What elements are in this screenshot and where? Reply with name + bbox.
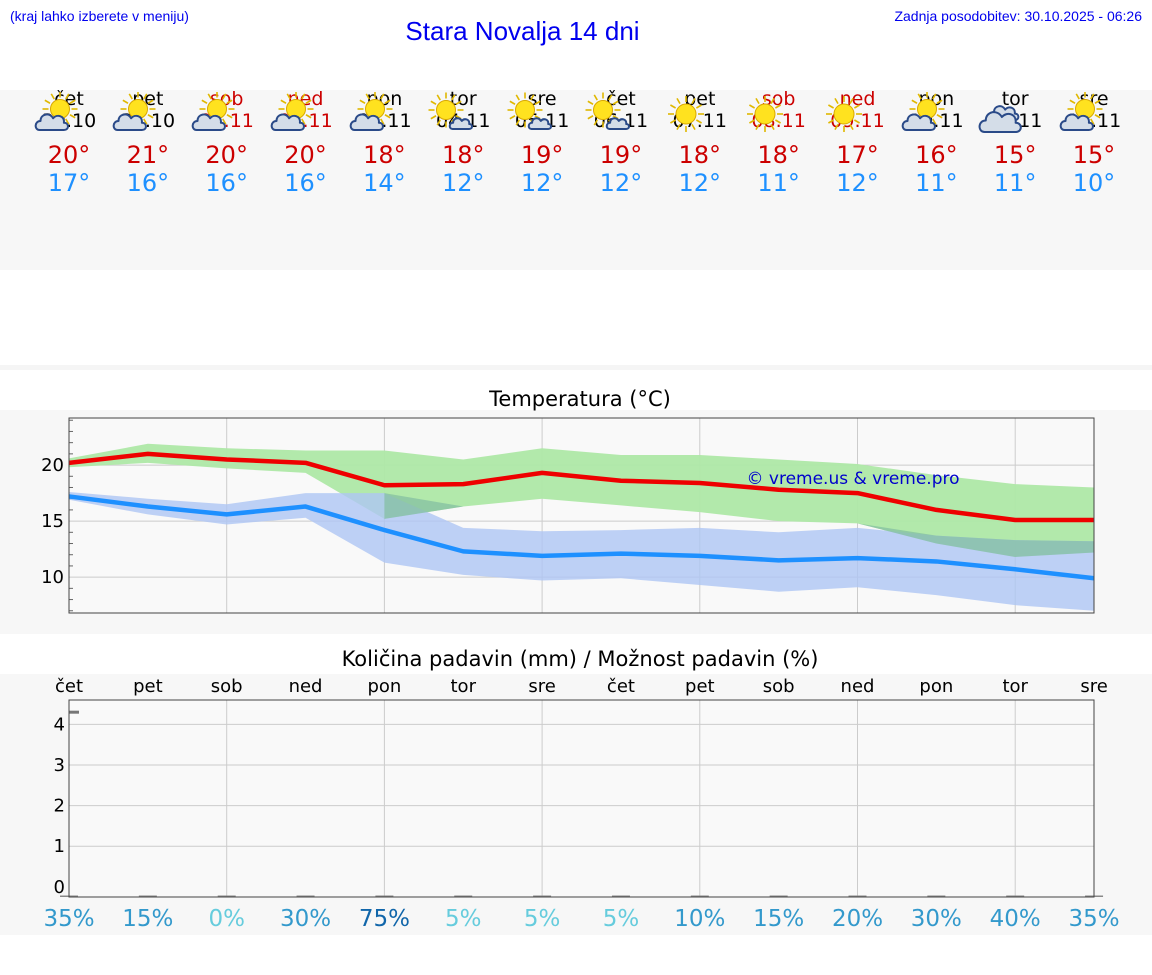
max-temperature: 15°: [993, 141, 1037, 169]
temperature-chart-title: Temperatura (°C): [489, 387, 671, 411]
min-temperature: 11°: [915, 169, 958, 197]
min-temperature: 16°: [126, 169, 170, 197]
sun-small-cloud-icon: [428, 92, 473, 130]
daily-forecast-strip: [0, 90, 1152, 270]
sun-cloud-icon: [349, 92, 393, 131]
day-column: čet06.1119°12°: [581, 88, 660, 197]
day-column: sob 01.11 20° 16°: [187, 88, 266, 197]
min-temperature: 12°: [441, 169, 485, 197]
max-temperature: 21°: [126, 141, 170, 169]
max-temperature: 18°: [441, 141, 485, 169]
max-temperature: 18°: [678, 141, 722, 169]
max-temperature: 16°: [915, 141, 958, 169]
day-name: tor: [1001, 88, 1029, 110]
min-temperature: 16°: [284, 169, 327, 197]
day-column: sre05.1119°12°: [503, 88, 582, 197]
precipitation-chart-title: Količina padavin (mm) / Možnost padavin …: [341, 647, 819, 671]
day-column: sre 12.11 15° 10°: [1055, 88, 1134, 197]
sun-cloud-icon: [113, 92, 156, 131]
day-column: pon 10.11 16° 11°: [897, 88, 976, 197]
last-updated: Zadnja posodobitev: 30.10.2025 - 06:26: [894, 8, 1142, 24]
sun-cloud-icon: [270, 92, 314, 131]
location-menu-hint[interactable]: (kraj lahko izberete v meniju): [10, 8, 189, 24]
sun-cloud-icon: [1059, 92, 1103, 131]
divider: [0, 365, 1152, 370]
max-temperature: 15°: [1072, 141, 1116, 169]
min-temperature: 10°: [1072, 169, 1116, 197]
min-temperature: 14°: [363, 169, 406, 197]
day-column: pon 03.11 18° 14°: [345, 88, 424, 197]
max-temperature: 19°: [520, 141, 564, 169]
sun-small-cloud-icon: [507, 92, 552, 130]
sun-cloud-icon: [191, 92, 235, 131]
day-column: pet 31.10 21° 16°: [108, 88, 187, 197]
max-temperature: 17°: [836, 141, 879, 169]
min-temperature: 12°: [599, 169, 643, 197]
page-title: Stara Novalja 14 dni: [405, 16, 640, 46]
min-temperature: 12°: [520, 169, 564, 197]
day-name: sob: [761, 88, 796, 110]
sun-small-cloud-icon: [585, 92, 631, 130]
max-temperature: 19°: [599, 141, 643, 169]
day-name: pet: [684, 88, 716, 110]
temperature-chart-panel: [0, 410, 1152, 634]
day-column: sob 08.11 18° 11°: [739, 88, 818, 197]
min-temperature: 12°: [836, 169, 879, 197]
sun-icon: [668, 96, 705, 132]
sun-cloud-icon: [901, 92, 945, 131]
min-temperature: 17°: [47, 169, 91, 197]
day-column: ned 02.11 20° 16°: [266, 88, 345, 197]
min-temperature: 12°: [678, 169, 722, 197]
max-temperature: 18°: [757, 141, 800, 169]
sun-icon: [747, 96, 784, 132]
precipitation-chart-panel: [0, 674, 1152, 935]
day-column: pet 07.11 18° 12°: [660, 88, 739, 197]
max-temperature: 20°: [205, 141, 248, 169]
max-temperature: 18°: [363, 141, 406, 169]
cloud-icon: [978, 105, 1022, 133]
min-temperature: 11°: [993, 169, 1037, 197]
day-column: ned 09.11 17° 12°: [818, 88, 897, 197]
min-temperature: 16°: [205, 169, 248, 197]
max-temperature: 20°: [47, 141, 91, 169]
min-temperature: 11°: [757, 169, 800, 197]
sun-cloud-icon: [34, 92, 77, 131]
max-temperature: 20°: [284, 141, 327, 169]
day-column: čet 30.10 20° 17°: [30, 88, 109, 197]
day-name: ned: [839, 88, 876, 110]
sun-icon: [826, 96, 862, 132]
day-name: čet: [606, 88, 636, 110]
